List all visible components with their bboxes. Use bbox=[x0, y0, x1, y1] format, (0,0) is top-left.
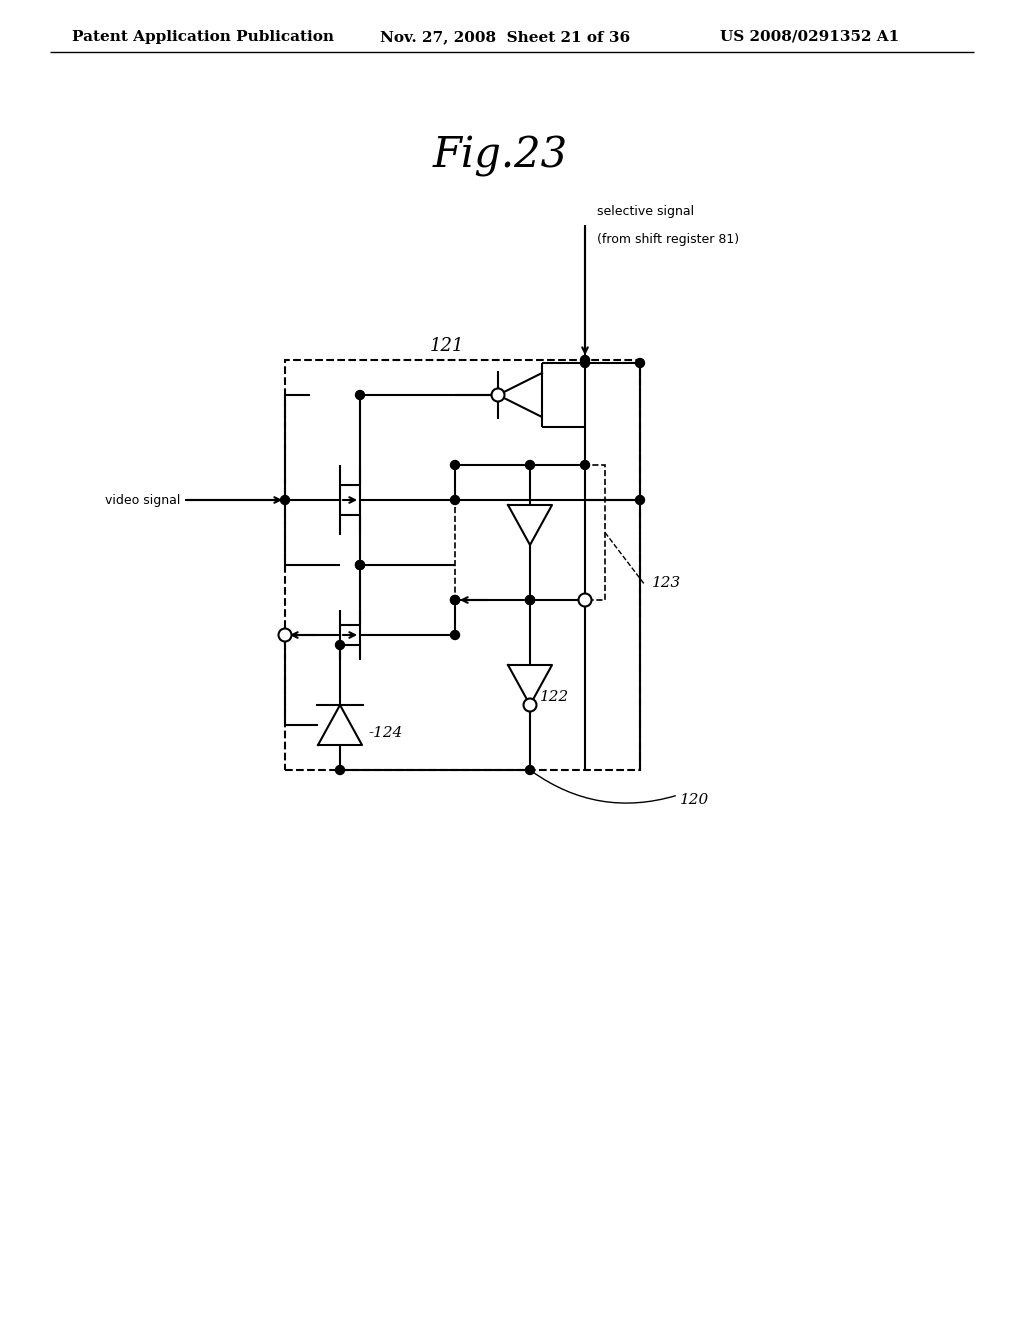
Circle shape bbox=[525, 595, 535, 605]
Circle shape bbox=[451, 595, 460, 605]
Circle shape bbox=[525, 595, 535, 605]
Circle shape bbox=[281, 631, 290, 639]
Circle shape bbox=[451, 461, 460, 470]
FancyArrowPatch shape bbox=[532, 772, 676, 803]
Bar bbox=[455, 465, 605, 601]
Circle shape bbox=[523, 698, 537, 711]
Circle shape bbox=[281, 495, 290, 504]
Text: 120: 120 bbox=[680, 793, 710, 807]
Text: Nov. 27, 2008  Sheet 21 of 36: Nov. 27, 2008 Sheet 21 of 36 bbox=[380, 30, 630, 44]
Circle shape bbox=[525, 766, 535, 775]
Text: 121: 121 bbox=[430, 337, 465, 355]
Text: selective signal: selective signal bbox=[597, 205, 694, 218]
Circle shape bbox=[336, 640, 344, 649]
Text: -124: -124 bbox=[368, 726, 402, 741]
Circle shape bbox=[355, 561, 365, 569]
Circle shape bbox=[492, 388, 505, 401]
Circle shape bbox=[451, 595, 460, 605]
Circle shape bbox=[451, 495, 460, 504]
Text: video signal: video signal bbox=[104, 494, 180, 507]
Circle shape bbox=[581, 359, 590, 367]
Text: (from shift register 81): (from shift register 81) bbox=[597, 234, 739, 246]
Bar bbox=[285, 360, 640, 770]
Circle shape bbox=[636, 495, 644, 504]
Circle shape bbox=[525, 461, 535, 470]
Circle shape bbox=[355, 391, 365, 400]
Circle shape bbox=[581, 355, 590, 364]
Circle shape bbox=[636, 359, 644, 367]
Text: Fig.23: Fig.23 bbox=[432, 135, 567, 177]
Text: Patent Application Publication: Patent Application Publication bbox=[72, 30, 334, 44]
Text: 123: 123 bbox=[652, 576, 681, 590]
Circle shape bbox=[451, 631, 460, 639]
Circle shape bbox=[355, 561, 365, 569]
Circle shape bbox=[279, 628, 292, 642]
Circle shape bbox=[581, 461, 590, 470]
Circle shape bbox=[579, 594, 592, 606]
Text: US 2008/0291352 A1: US 2008/0291352 A1 bbox=[720, 30, 899, 44]
Circle shape bbox=[336, 766, 344, 775]
Text: 122: 122 bbox=[540, 690, 569, 704]
